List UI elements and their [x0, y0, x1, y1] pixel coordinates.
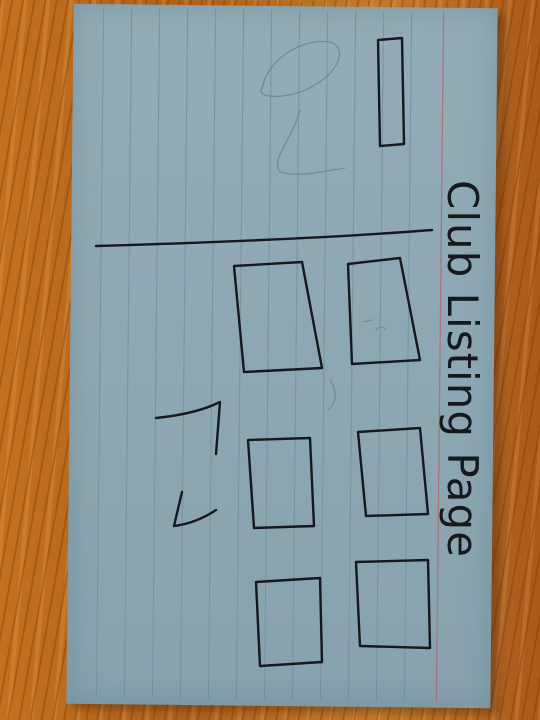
pencil-stray-mark	[327, 379, 336, 411]
right-arrow-glyph-sketch	[172, 490, 218, 528]
header-box-sketch	[376, 36, 406, 148]
divider-line-sketch	[94, 228, 434, 248]
card-margin-line	[435, 11, 445, 702]
card-title-handwritten: Club Listing Page	[438, 180, 487, 558]
pencil-oval-scribble	[260, 40, 341, 98]
club-card-sketch-4	[356, 426, 430, 518]
pencil-curve-scribble	[276, 109, 346, 175]
club-card-sketch-3	[246, 436, 316, 530]
club-card-sketch-5	[254, 576, 324, 668]
club-card-2-pencil-mark	[363, 319, 387, 331]
card-ruled-lines	[95, 8, 413, 702]
club-card-sketch-6	[354, 558, 432, 650]
club-card-sketch-2	[346, 256, 422, 366]
club-card-sketch-1	[232, 260, 324, 374]
left-arrow-glyph-sketch	[154, 400, 222, 456]
